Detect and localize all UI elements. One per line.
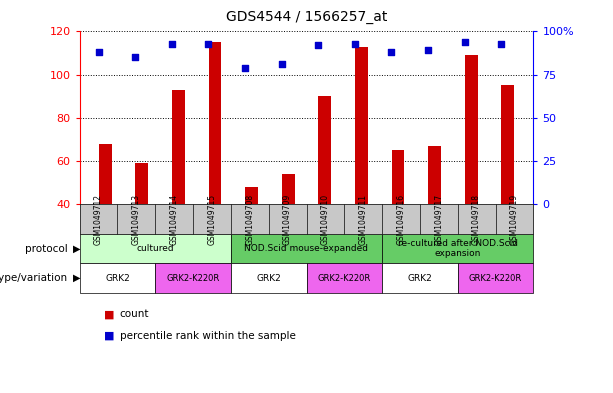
Text: GSM1049718: GSM1049718 [472, 194, 481, 244]
Text: NOD.Scid mouse-expanded: NOD.Scid mouse-expanded [245, 244, 368, 253]
Text: GRK2: GRK2 [256, 274, 281, 283]
Bar [282, 174, 295, 204]
Bar [501, 86, 514, 204]
Text: GSM1049709: GSM1049709 [283, 193, 292, 245]
Text: GSM1049719: GSM1049719 [510, 193, 519, 245]
Text: GRK2-K220R: GRK2-K220R [318, 274, 371, 283]
Bar [355, 47, 368, 204]
Bar [392, 150, 405, 204]
Text: GSM1049715: GSM1049715 [207, 193, 216, 245]
Text: GRK2-K220R: GRK2-K220R [469, 274, 522, 283]
Text: GSM1049708: GSM1049708 [245, 193, 254, 245]
Text: ▶: ▶ [73, 244, 80, 253]
Point [496, 40, 506, 47]
Text: GSM1049713: GSM1049713 [132, 193, 141, 245]
Text: GRK2-K220R: GRK2-K220R [167, 274, 219, 283]
Text: GSM1049717: GSM1049717 [434, 193, 443, 245]
Point [313, 42, 323, 48]
Point [240, 64, 250, 71]
Point [350, 40, 360, 47]
Text: GSM1049716: GSM1049716 [397, 193, 406, 245]
Point [204, 40, 213, 47]
Text: ▶: ▶ [73, 273, 80, 283]
Point [460, 39, 470, 45]
Bar [208, 42, 221, 204]
Point [423, 47, 433, 53]
Text: GRK2: GRK2 [408, 274, 432, 283]
Text: count: count [120, 309, 149, 320]
Text: GSM1049714: GSM1049714 [170, 193, 179, 245]
Text: ■: ■ [104, 331, 115, 341]
Point [276, 61, 286, 68]
Bar [135, 163, 148, 204]
Bar [318, 96, 331, 204]
Text: GRK2: GRK2 [105, 274, 130, 283]
Text: GSM1049711: GSM1049711 [359, 194, 368, 244]
Point [131, 54, 140, 61]
Bar [99, 144, 112, 204]
Text: genotype/variation: genotype/variation [0, 273, 67, 283]
Text: GDS4544 / 1566257_at: GDS4544 / 1566257_at [226, 10, 387, 24]
Point [386, 49, 396, 55]
Text: cultured: cultured [137, 244, 174, 253]
Bar [465, 55, 478, 204]
Bar [428, 146, 441, 204]
Text: ■: ■ [104, 309, 115, 320]
Text: protocol: protocol [25, 244, 67, 253]
Point [94, 49, 104, 55]
Text: re-cultured after NOD.Scid
expansion: re-cultured after NOD.Scid expansion [398, 239, 518, 258]
Bar [245, 187, 258, 204]
Text: percentile rank within the sample: percentile rank within the sample [120, 331, 295, 341]
Bar [172, 90, 185, 204]
Text: GSM1049710: GSM1049710 [321, 193, 330, 245]
Text: GSM1049712: GSM1049712 [94, 194, 103, 244]
Point [167, 40, 177, 47]
